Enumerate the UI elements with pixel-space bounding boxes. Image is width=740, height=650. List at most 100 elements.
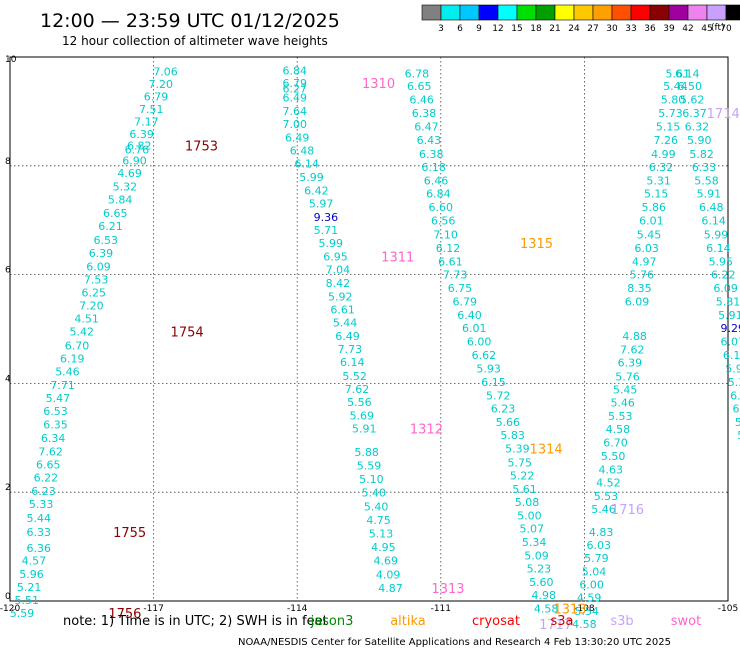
pass-time-label: 1716 — [611, 503, 644, 518]
wave-height-value: 5.83 — [500, 429, 525, 442]
wave-height-value: 4.63 — [598, 463, 623, 476]
wave-height-value: 4.58 — [534, 603, 559, 616]
lon-tick-label: -111 — [431, 604, 451, 614]
wave-height-value: 5.97 — [309, 197, 334, 210]
map-frame — [9, 56, 729, 602]
color-swatch — [459, 4, 480, 21]
wave-height-value: 6.49 — [283, 91, 308, 104]
wave-height-value: 6.61 — [438, 256, 463, 269]
wave-height-value: 5.52 — [342, 370, 367, 383]
wave-height-value: 6.46 — [409, 93, 434, 106]
satellite-legend: jason3 altika cryosat s3a s3b swot — [310, 614, 702, 629]
wave-height-value: 5.04 — [582, 566, 607, 579]
wave-height-value: 6.15 — [730, 389, 740, 402]
wave-height-value: 5.40 — [364, 500, 389, 513]
wave-height-value: 6.48 — [699, 201, 724, 214]
wave-height-value: 6.39 — [618, 357, 643, 370]
wave-height-value: 5.96 — [19, 568, 44, 581]
wave-height-value: 6.60 — [429, 201, 454, 214]
color-swatch — [687, 4, 708, 21]
pass-time-label: 1311 — [381, 251, 414, 266]
wave-height-value: 5.33 — [29, 498, 54, 511]
lat-tick-label: 2 — [5, 483, 11, 493]
wave-height-value: 6.61 — [330, 303, 355, 316]
pass-time-label: 1755 — [113, 526, 146, 541]
wave-height-value: 6.22 — [34, 472, 59, 485]
wave-height-value: 6.65 — [103, 207, 128, 220]
wave-height-value: 5.88 — [354, 446, 379, 459]
wave-height-value: 6.70 — [65, 339, 90, 352]
color-swatch — [706, 4, 727, 21]
wave-height-value: 5.47 — [46, 392, 71, 405]
color-swatch — [554, 4, 575, 21]
color-level-label: 18 — [530, 24, 542, 34]
color-swatch — [725, 4, 740, 21]
wave-height-value: 5.62 — [680, 93, 705, 106]
wave-height-value: 6.34 — [41, 432, 66, 445]
footer-credit: NOAA/NESDIS Center for Satellite Applica… — [238, 637, 671, 648]
wave-height-value: 7.17 — [134, 116, 159, 129]
wave-height-value: 5.15 — [644, 188, 669, 201]
wave-height-value: 5.82 — [689, 148, 714, 161]
satellite-legend-item: jason3 — [310, 614, 354, 629]
wave-height-value: 4.58 — [572, 618, 597, 631]
wave-height-value: 6.14 — [340, 356, 365, 369]
wave-height-value: 7.62 — [38, 445, 63, 458]
pass-time-label: 1754 — [171, 326, 204, 341]
wave-height-value: 6.14 — [295, 158, 320, 171]
wave-height-value: 6.75 — [448, 282, 473, 295]
satellite-legend-item: altika — [390, 614, 426, 629]
wave-height-value: 5.60 — [529, 576, 554, 589]
wave-height-value: 5.91 — [697, 188, 722, 201]
wave-height-value: 5.50 — [601, 450, 626, 463]
wave-height-value: 5.91 — [718, 309, 740, 322]
wave-height-value: 7.73 — [338, 343, 363, 356]
wave-height-value: 7.04 — [326, 264, 351, 277]
wave-height-value: 5.21 — [17, 581, 42, 594]
pass-time-labels: 1753 1754 1755 1756 1310 1311 1312 1313 1315 1314… — [108, 77, 739, 633]
wave-height-value: 6.14 — [706, 242, 731, 255]
pass-time-label: 1312 — [410, 423, 443, 438]
wave-height-value: 4.59 — [577, 592, 602, 605]
pass-time-label: 1717 — [539, 618, 572, 633]
wave-height-value: 6.95 — [323, 251, 348, 264]
wave-height-value: 5.79 — [584, 552, 609, 565]
wave-height-value: 6.46 — [424, 174, 449, 187]
wave-height-value: 5.09 — [524, 549, 549, 562]
wave-height-value: 6.38 — [412, 107, 437, 120]
wave-height-value: 7.20 — [149, 78, 174, 91]
wave-height-value: 5.59 — [357, 460, 382, 473]
color-level-label: 12 — [492, 24, 503, 34]
lon-tick-label: -117 — [143, 604, 163, 614]
wave-height-value: 6.33 — [26, 526, 51, 539]
wave-height-value: 5.99 — [318, 237, 343, 250]
wave-height-value: 5.53 — [608, 410, 633, 423]
lat-tick-label: 0 — [5, 592, 11, 602]
lon-tick-label: -108 — [574, 604, 595, 614]
wave-height-value: 6.33 — [692, 161, 717, 174]
wave-height-value: 6.18 — [421, 161, 446, 174]
wave-height-value: 5.93 — [476, 363, 501, 376]
wave-height-value: 5.66 — [496, 416, 521, 429]
color-level-label: 30 — [606, 24, 618, 34]
wave-height-value: 5.00 — [517, 510, 542, 523]
color-level-label: 24 — [568, 24, 580, 34]
wave-height-value: 6.42 — [304, 184, 329, 197]
wave-height-value: 5.59 — [10, 607, 35, 620]
pass-time-label: 1753 — [185, 140, 218, 155]
wave-height-value: 5.45 — [613, 383, 638, 396]
lat-tick-label: 4 — [5, 374, 11, 384]
wave-height-value: 6.84 — [283, 65, 308, 78]
wave-height-value: 5.45 — [637, 228, 662, 241]
wave-height-value: 6.21 — [98, 220, 123, 233]
wave-height-value: 7.06 — [153, 66, 178, 79]
wave-height-value: 6.53 — [93, 234, 118, 247]
wave-height-value: 6.79 — [283, 77, 308, 90]
wave-height-value: 6.25 — [82, 287, 107, 300]
wave-height-value: 6.79 — [452, 295, 477, 308]
color-swatch — [440, 4, 461, 21]
wave-height-value: 6.65 — [36, 458, 61, 471]
note-text: note: 1) Time is in UTC; 2) SWH is in fe… — [63, 614, 328, 629]
wave-height-value: 6.39 — [129, 128, 154, 141]
wave-height-value: 4.97 — [632, 256, 657, 269]
